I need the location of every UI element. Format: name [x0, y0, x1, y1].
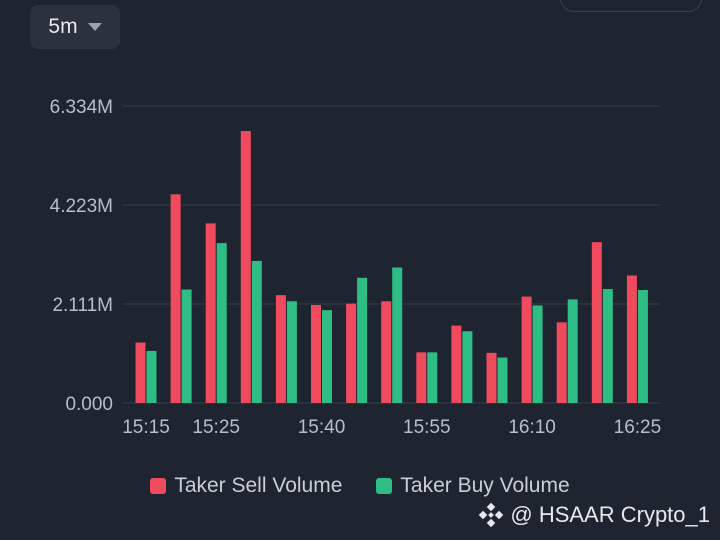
buy-bar-1520[interactable] — [181, 289, 192, 403]
buy-swatch — [376, 478, 393, 494]
sell-bar-1625[interactable] — [626, 275, 637, 403]
binance-logo-icon — [479, 502, 504, 528]
buy-bar-1525[interactable] — [216, 243, 227, 403]
chart-legend: Taker Sell Volume Taker Buy Volume — [0, 474, 720, 498]
watermark-text: @ HSAAR Crypto_1 — [510, 502, 710, 527]
buy-bar-1625[interactable] — [637, 289, 648, 403]
interval-selector[interactable]: 5m — [30, 5, 120, 49]
buy-bar-1515[interactable] — [146, 350, 157, 403]
buy-bar-1620[interactable] — [602, 289, 613, 403]
buy-bar-1535[interactable] — [286, 301, 297, 403]
x-tick-label: 15:40 — [298, 417, 346, 438]
sell-bar-1620[interactable] — [591, 242, 602, 403]
sell-bar-1530[interactable] — [240, 131, 251, 403]
buy-bar-1615[interactable] — [567, 299, 578, 403]
interval-label: 5m — [48, 15, 78, 38]
legend-label-buy: Taker Buy Volume — [400, 474, 570, 497]
sell-swatch — [150, 478, 167, 494]
x-tick-label: 15:15 — [122, 417, 170, 438]
x-tick-label: 15:25 — [192, 417, 240, 438]
legend-item-buy[interactable]: Taker Buy Volume — [376, 474, 570, 498]
sell-bar-1555[interactable] — [416, 352, 427, 403]
watermark: @ HSAAR Crypto_1 — [478, 502, 710, 528]
buy-bar-1610[interactable] — [532, 305, 543, 403]
x-tick-label: 15:55 — [403, 417, 451, 438]
sell-bar-1535[interactable] — [275, 295, 286, 403]
legend-item-sell[interactable]: Taker Sell Volume — [150, 474, 342, 498]
volume-chart: 0.000 2.111M 4.223M 6.334M 15:15 15:25 15:40 15… — [50, 97, 662, 438]
sell-bar-1520[interactable] — [170, 194, 181, 403]
sell-bar-1605[interactable] — [486, 352, 497, 403]
buy-bar-1545[interactable] — [357, 277, 368, 403]
sell-bar-1540[interactable] — [311, 305, 321, 403]
x-tick-label: 16:10 — [508, 417, 556, 438]
sell-bar-1525[interactable] — [205, 223, 216, 403]
sell-bar-1615[interactable] — [556, 322, 567, 403]
y-tick-label: 6.334M — [50, 97, 113, 118]
buy-bar-1550[interactable] — [392, 267, 403, 403]
y-tick-label: 2.111M — [52, 295, 113, 316]
x-tick-label: 16:25 — [614, 417, 662, 438]
buy-bar-1540[interactable] — [322, 310, 332, 403]
sell-bar-1550[interactable] — [381, 301, 392, 403]
sell-bar-1545[interactable] — [346, 303, 357, 403]
y-tick-label: 0.000 — [65, 394, 113, 415]
buy-bar-1555[interactable] — [427, 352, 438, 403]
sell-bar-1610[interactable] — [521, 296, 532, 403]
sell-bar-1600[interactable] — [451, 325, 462, 403]
buy-bar-1530[interactable] — [251, 260, 262, 403]
chevron-down-icon — [87, 23, 102, 31]
legend-label-sell: Taker Sell Volume — [174, 474, 343, 497]
y-tick-label: 4.223M — [50, 196, 113, 217]
sell-bar-1515[interactable] — [135, 342, 146, 403]
buy-bar-1605[interactable] — [497, 357, 508, 403]
buy-bar-1600[interactable] — [462, 331, 473, 403]
